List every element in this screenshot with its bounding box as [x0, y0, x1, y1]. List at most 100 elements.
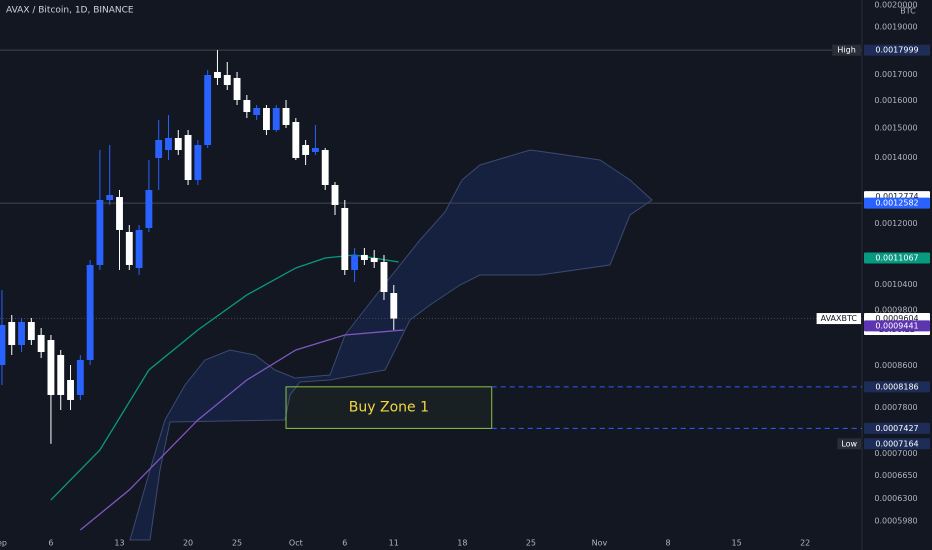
- candle-body: [331, 184, 339, 205]
- candle-body: [253, 107, 261, 115]
- y-tick-label: 0.0005980: [874, 517, 917, 526]
- candle-body: [263, 107, 270, 130]
- price-tag-value: 0.0007164: [875, 439, 918, 448]
- candle-body: [292, 122, 300, 159]
- y-tick-label: 0.0020000: [874, 1, 917, 10]
- candle-body: [116, 197, 123, 230]
- price-tag-name-box: [837, 438, 861, 450]
- candle-body: [204, 74, 212, 145]
- candle-body: [96, 199, 104, 265]
- y-tick-label: 0.0007800: [874, 403, 917, 412]
- candle-body: [360, 254, 368, 260]
- x-tick-label: 22: [800, 539, 810, 548]
- x-tick-label: 20: [183, 539, 193, 548]
- price-tag: [864, 252, 930, 264]
- candle-body: [155, 139, 163, 159]
- x-tick-label: 13: [114, 539, 124, 548]
- candle-body: [194, 144, 202, 181]
- buy-zone: [285, 386, 493, 429]
- y-tick-label: 0.0010400: [874, 280, 917, 289]
- price-tag-value: 0.0009604: [875, 314, 918, 323]
- price-tag-value: 0.0008186: [875, 382, 918, 391]
- candle-body: [341, 207, 349, 270]
- price-tag-value: 0.0009441: [875, 321, 918, 330]
- price-tag-name: High: [837, 46, 855, 55]
- price-tag-name-box: [816, 313, 861, 325]
- x-tick-label: 11: [389, 539, 399, 548]
- price-tag-value: 0.0007427: [875, 424, 918, 433]
- candle-body: [27, 321, 35, 340]
- x-tick-label: 6: [342, 539, 347, 548]
- price-tag-value: 0.0017999: [875, 46, 918, 55]
- y-tick-label: 0.0014000: [874, 153, 917, 162]
- y-tick-label: 0.0009800: [874, 305, 917, 314]
- x-tick-label: Oct: [289, 539, 303, 548]
- x-tick-label: 18: [457, 539, 467, 548]
- ichimoku-cloud: [129, 149, 653, 541]
- price-tag-value: 0.0011067: [875, 253, 918, 262]
- y-tick-label: 0.0017000: [874, 70, 917, 79]
- price-tag: [864, 381, 930, 393]
- price-tag-value: 0.0012774: [875, 192, 918, 201]
- y-tick-label: 0.0019000: [874, 23, 917, 32]
- price-tag-name-box: [832, 44, 861, 56]
- candle-body: [135, 229, 143, 268]
- y-tick-label: 0.0006650: [874, 471, 917, 480]
- candle-body: [18, 321, 25, 345]
- candle-body: [125, 231, 133, 265]
- candle-body: [86, 264, 94, 360]
- x-tick-label: 25: [232, 539, 242, 548]
- x-tick-label: 25: [526, 539, 536, 548]
- candle-body: [145, 190, 153, 229]
- candle-body: [57, 354, 65, 395]
- x-tick-label: Nov: [592, 539, 608, 548]
- chart-title: AVAX / Bitcoin, 1D, BINANCE: [6, 6, 134, 16]
- candle-body: [272, 107, 280, 130]
- candle-body: [106, 195, 114, 200]
- x-tick-label: ep: [0, 539, 7, 548]
- candle-body: [37, 334, 45, 353]
- price-tag: [864, 422, 930, 434]
- candle-body: [8, 321, 16, 345]
- candle-body: [380, 262, 388, 292]
- price-tag-name: AVAXBTC: [821, 314, 858, 323]
- candle-body: [351, 254, 359, 270]
- candle-body: [370, 257, 378, 263]
- candle-body: [184, 135, 192, 181]
- price-tag: [864, 197, 930, 209]
- candle-body: [243, 99, 251, 113]
- candle-body: [233, 78, 241, 100]
- price-tag: [864, 320, 930, 332]
- candle-body: [47, 339, 55, 395]
- candle-body: [302, 144, 310, 155]
- candle-body: [390, 292, 398, 319]
- x-tick-label: 15: [732, 539, 742, 548]
- y-tick-label: 0.0016000: [874, 96, 917, 105]
- x-tick-label: 6: [48, 539, 53, 548]
- y-tick-label: 0.0012000: [874, 219, 917, 228]
- candle-body: [0, 324, 6, 365]
- candle-body: [67, 379, 74, 400]
- candle-body: [223, 74, 231, 86]
- price-tag: [864, 438, 930, 450]
- y-tick-label: 0.0006300: [874, 494, 917, 503]
- y-unit: BTC: [900, 7, 916, 16]
- candle-body: [321, 150, 329, 185]
- candle-body: [282, 107, 290, 125]
- buy-zone-label: Buy Zone 1: [349, 400, 429, 416]
- candle-body: [76, 359, 84, 395]
- price-tag: [864, 44, 930, 56]
- price-tag-value: 0.0012582: [875, 199, 918, 208]
- y-tick-label: 0.0015000: [874, 124, 917, 133]
- y-tick-label: 0.0008600: [874, 361, 917, 370]
- candle-body: [311, 148, 319, 152]
- x-tick-label: 8: [666, 539, 671, 548]
- candle-body: [165, 138, 172, 151]
- candle-body: [214, 71, 221, 79]
- price-tag-name: Low: [841, 439, 857, 448]
- candle-body: [174, 138, 182, 151]
- indicator-line: [79, 329, 404, 531]
- y-tick-label: 0.0007000: [874, 449, 917, 458]
